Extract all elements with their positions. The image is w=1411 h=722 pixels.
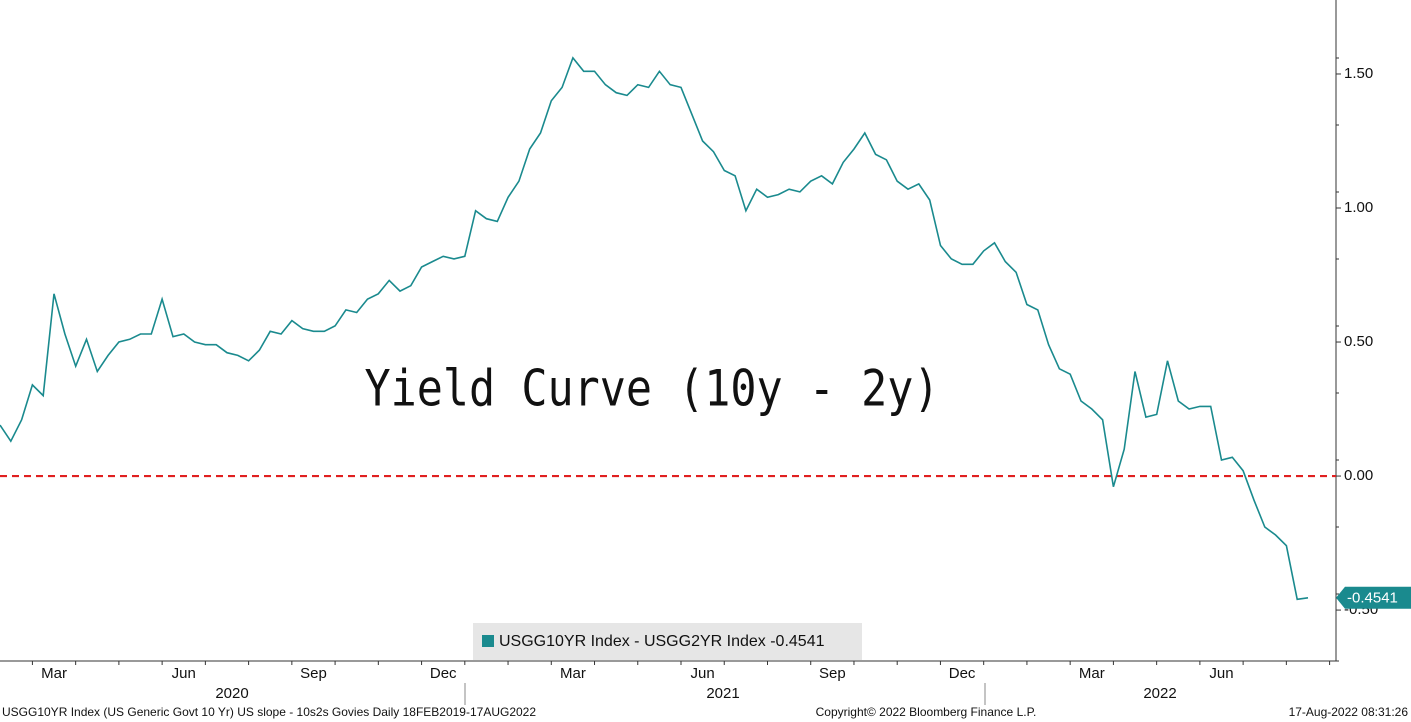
year-label: 2021 — [706, 685, 739, 702]
y-tick-label: 1.00 — [1344, 199, 1373, 216]
footnote: 17-Aug-2022 08:31:26 — [1289, 705, 1409, 719]
x-tick-label: Mar — [560, 665, 586, 682]
footnote: USGG10YR Index (US Generic Govt 10 Yr) U… — [2, 705, 536, 719]
x-tick-label: Mar — [41, 665, 67, 682]
x-tick-label: Dec — [949, 665, 976, 682]
x-tick-label: Sep — [300, 665, 327, 682]
x-tick-label: Jun — [691, 665, 715, 682]
year-label: 2022 — [1143, 685, 1176, 702]
year-label: 2020 — [215, 685, 248, 702]
x-tick-label: Jun — [1209, 665, 1233, 682]
legend-label: USGG10YR Index - USGG2YR Index -0.4541 — [499, 633, 825, 650]
y-tick-label: 0.00 — [1344, 467, 1373, 484]
y-tick-label: 1.50 — [1344, 65, 1373, 82]
legend-box — [473, 623, 862, 660]
footnote: Copyright© 2022 Bloomberg Finance L.P. — [816, 705, 1037, 719]
last-value-label: -0.4541 — [1347, 590, 1398, 607]
last-value-badge — [1336, 586, 1411, 609]
legend-swatch — [482, 635, 494, 647]
x-tick-label: Jun — [172, 665, 196, 682]
chart-title: Yield Curve (10y - 2y) — [365, 360, 940, 418]
data-line — [0, 56, 1309, 601]
x-tick-label: Sep — [819, 665, 846, 682]
x-tick-label: Dec — [430, 665, 457, 682]
x-tick-label: Mar — [1079, 665, 1105, 682]
y-tick-label: 0.50 — [1344, 333, 1373, 350]
